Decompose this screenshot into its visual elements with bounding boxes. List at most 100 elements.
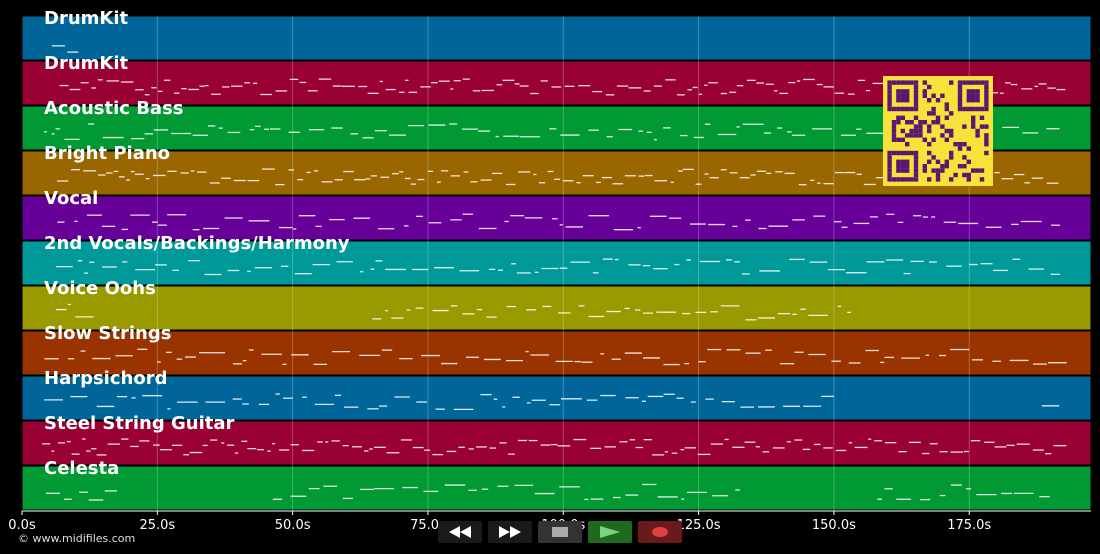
- qr-module: [896, 168, 901, 173]
- qr-module: [900, 89, 905, 94]
- qr-module: [913, 89, 919, 94]
- track-label: DrumKit: [44, 53, 129, 74]
- qr-module: [962, 124, 967, 129]
- qr-module: [984, 80, 989, 85]
- qr-module: [971, 115, 976, 120]
- qr-module: [891, 80, 897, 85]
- qr-module: [984, 124, 989, 129]
- qr-module: [971, 168, 976, 173]
- qr-module: [940, 164, 945, 169]
- qr-module: [896, 115, 901, 120]
- qr-module: [905, 164, 910, 169]
- qr-module: [913, 84, 919, 90]
- record-button[interactable]: [638, 521, 682, 543]
- qr-module: [949, 177, 954, 182]
- fast-forward-icon: [499, 526, 521, 538]
- qr-module: [957, 164, 963, 169]
- qr-module: [896, 120, 901, 125]
- qr-module: [966, 98, 971, 103]
- qr-module: [966, 80, 971, 85]
- qr-module: [918, 124, 923, 129]
- track-lane: [21, 285, 1092, 331]
- qr-module: [935, 172, 941, 178]
- play-button[interactable]: [588, 521, 632, 543]
- qr-module: [935, 168, 941, 173]
- qr-module: [887, 168, 892, 173]
- qr-module: [966, 106, 971, 112]
- fast-forward-button[interactable]: [488, 521, 532, 543]
- qr-module: [949, 150, 954, 156]
- qr-module: [949, 128, 954, 134]
- track-lane: [21, 15, 1092, 61]
- track-lane: [21, 375, 1092, 421]
- qr-module: [896, 80, 901, 85]
- qr-module: [896, 98, 901, 103]
- qr-module: [962, 142, 967, 147]
- qr-module: [931, 111, 936, 116]
- x-tick-label: 0.0s: [8, 518, 36, 533]
- qr-module: [966, 89, 971, 94]
- qr-module: [935, 98, 941, 103]
- qr-module: [935, 120, 941, 125]
- qr-code: [883, 76, 993, 186]
- track-label: Bright Piano: [44, 143, 170, 164]
- qr-module: [949, 111, 954, 116]
- x-tick-label: 150.0s: [812, 518, 856, 533]
- x-tick-label: 125.0s: [677, 518, 721, 533]
- qr-module: [896, 164, 901, 169]
- qr-module: [944, 159, 949, 164]
- qr-module: [896, 89, 901, 94]
- qr-module: [931, 106, 936, 112]
- qr-module: [971, 124, 976, 129]
- qr-module: [887, 84, 892, 90]
- qr-module: [900, 137, 905, 142]
- qr-module: [979, 115, 985, 120]
- qr-module: [913, 172, 919, 178]
- rewind-button[interactable]: [438, 521, 482, 543]
- copyright-text: © www.midifiles.com: [18, 532, 136, 545]
- qr-module: [962, 106, 967, 112]
- track-label: Vocal: [44, 188, 98, 209]
- qr-module: [913, 106, 919, 112]
- qr-module: [984, 84, 989, 90]
- qr-module: [979, 168, 985, 173]
- qr-module: [905, 159, 910, 164]
- qr-module: [896, 177, 901, 182]
- track-label: DrumKit: [44, 8, 129, 29]
- qr-module: [922, 164, 927, 169]
- qr-module: [905, 93, 910, 98]
- qr-module: [887, 102, 892, 107]
- qr-module: [909, 128, 914, 134]
- qr-module: [957, 84, 963, 90]
- qr-module: [913, 177, 919, 182]
- qr-module: [913, 102, 919, 107]
- qr-module: [949, 133, 954, 138]
- qr-module: [966, 172, 971, 178]
- qr-module: [887, 89, 892, 94]
- qr-module: [975, 128, 980, 134]
- qr-module: [957, 93, 963, 98]
- qr-module: [962, 80, 967, 85]
- qr-module: [905, 89, 910, 94]
- qr-module: [957, 146, 963, 151]
- qr-module: [957, 102, 963, 107]
- qr-module: [962, 155, 967, 160]
- qr-module: [944, 106, 949, 112]
- qr-module: [900, 168, 905, 173]
- qr-module: [984, 133, 989, 138]
- qr-module: [979, 106, 985, 112]
- qr-module: [935, 177, 941, 182]
- qr-module: [971, 89, 976, 94]
- track-label: Harpsichord: [44, 368, 167, 389]
- qr-module: [971, 93, 976, 98]
- qr-module: [922, 137, 927, 142]
- qr-module: [984, 137, 989, 142]
- stop-button[interactable]: [538, 521, 582, 543]
- qr-module: [927, 142, 932, 147]
- x-tick-label: 175.0s: [947, 518, 991, 533]
- qr-module: [931, 93, 936, 98]
- track-lane: [21, 240, 1092, 286]
- qr-module: [984, 89, 989, 94]
- qr-module: [984, 93, 989, 98]
- qr-module: [887, 93, 892, 98]
